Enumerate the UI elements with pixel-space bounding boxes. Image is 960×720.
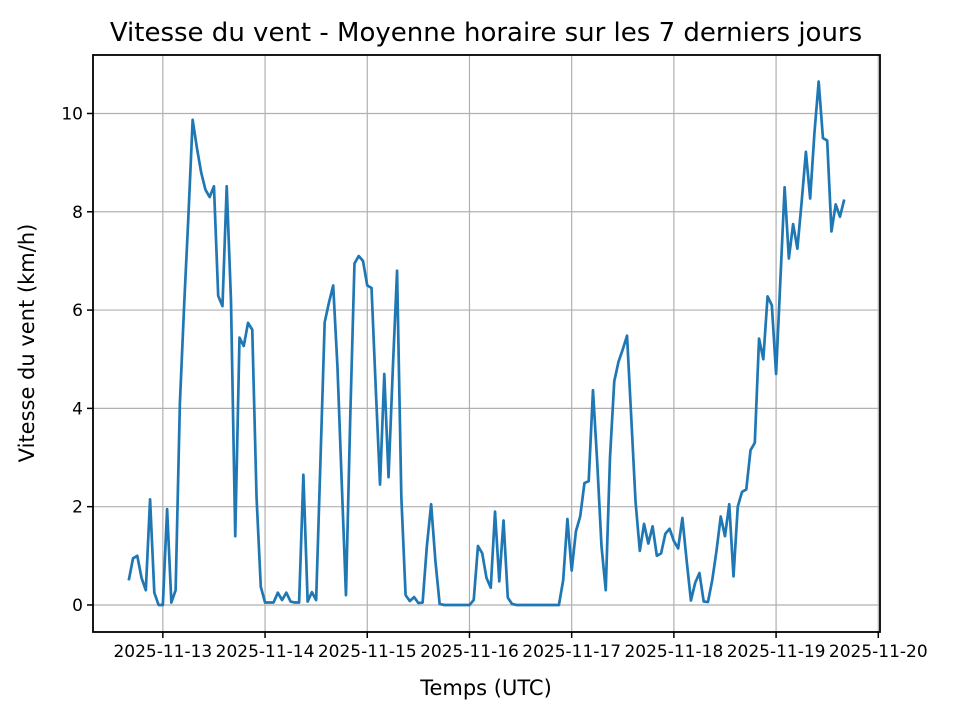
y-tick-label: 0 bbox=[72, 596, 83, 616]
y-tick-label: 10 bbox=[61, 104, 83, 124]
chart-title: Vitesse du vent - Moyenne horaire sur le… bbox=[110, 18, 862, 48]
x-tick-label: 2025-11-14 bbox=[216, 642, 315, 662]
axes-layer: 2025-11-13 2025-11-14 2025-11-15 2025-11-16… bbox=[61, 54, 928, 662]
y-tick-label: 8 bbox=[72, 203, 83, 223]
wind-speed-line bbox=[127, 80, 846, 607]
y-tick-label: 4 bbox=[72, 399, 83, 419]
x-tick-label: 2025-11-17 bbox=[522, 642, 621, 662]
x-axis-label: Temps (UTC) bbox=[419, 676, 552, 700]
axes-spines bbox=[92, 54, 881, 633]
x-tick-label: 2025-11-13 bbox=[113, 642, 212, 662]
x-tick-label: 2025-11-16 bbox=[420, 642, 519, 662]
x-tick-label: 2025-11-15 bbox=[318, 642, 417, 662]
x-tick-label: 2025-11-18 bbox=[624, 642, 723, 662]
grid-layer bbox=[93, 55, 880, 632]
x-tick-label: 2025-11-19 bbox=[727, 642, 826, 662]
data-layer bbox=[127, 80, 846, 607]
x-tick-label: 2025-11-20 bbox=[829, 642, 928, 662]
y-tick-label: 2 bbox=[72, 498, 83, 518]
y-tick-label: 6 bbox=[72, 301, 83, 321]
y-axis-label: Vitesse du vent (km/h) bbox=[15, 224, 39, 463]
